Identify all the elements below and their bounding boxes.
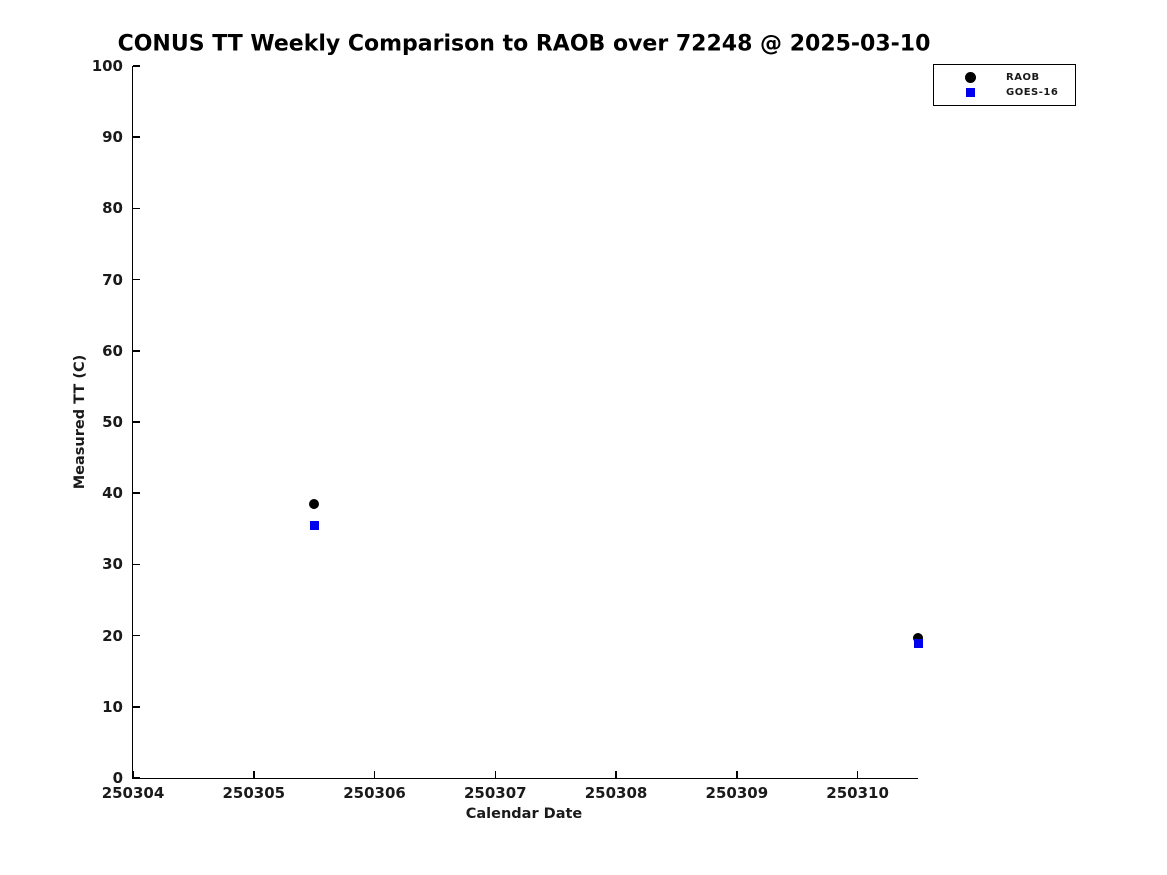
- y-tick: [133, 421, 140, 423]
- y-tick: [133, 207, 140, 210]
- legend-label: GOES-16: [1006, 87, 1059, 98]
- y-tick-label: 20: [102, 626, 123, 645]
- y-tick: [133, 634, 140, 637]
- x-tick-label: 250306: [343, 784, 406, 802]
- y-tick-label: 50: [102, 413, 123, 431]
- y-tick-label: 10: [102, 697, 123, 716]
- y-tick-label: 70: [102, 270, 123, 289]
- legend: RAOB GOES-16: [933, 64, 1076, 106]
- x-tick: [615, 771, 617, 778]
- x-tick: [252, 771, 255, 778]
- data-point-goes-16: [309, 520, 319, 530]
- circle-marker-icon: [964, 72, 976, 83]
- x-tick: [736, 771, 738, 778]
- square-marker-icon: [965, 88, 975, 97]
- x-tick: [373, 771, 376, 778]
- y-tick-label: 0: [112, 769, 123, 787]
- y-tick: [133, 136, 140, 138]
- y-tick-label: 60: [102, 341, 123, 360]
- y-tick: [133, 777, 140, 779]
- chart-title: CONUS TT Weekly Comparison to RAOB over …: [117, 31, 931, 57]
- y-tick: [133, 492, 140, 494]
- y-tick-label: 80: [102, 199, 123, 218]
- x-axis-label: Calendar Date: [465, 806, 583, 822]
- x-tick: [132, 771, 134, 778]
- y-tick: [133, 706, 140, 708]
- y-tick-label: 100: [91, 57, 123, 75]
- y-tick: [133, 350, 140, 352]
- x-tick-label: 250307: [463, 784, 527, 802]
- y-tick-label: 90: [102, 128, 123, 147]
- data-point-goes-16: [913, 638, 923, 648]
- data-point-raob: [913, 632, 923, 643]
- legend-item: RAOB: [934, 70, 1075, 85]
- x-tick-label: 250308: [584, 784, 648, 802]
- y-tick: [133, 278, 140, 281]
- x-tick-label: 250305: [222, 784, 286, 802]
- y-tick: [133, 563, 140, 566]
- legend-label: RAOB: [1006, 72, 1040, 83]
- legend-item: GOES-16: [934, 85, 1075, 100]
- legend-marker-cell: [934, 72, 1006, 83]
- x-tick-label: 250309: [705, 784, 769, 802]
- y-tick-label: 40: [102, 484, 123, 503]
- data-point-raob: [309, 498, 320, 509]
- y-tick: [133, 65, 140, 67]
- x-tick: [856, 771, 859, 778]
- plot-area: 0 10 20 30 40 50 60 70 80 90 100 250304 250305 250306…: [92, 57, 923, 802]
- legend-marker-cell: [934, 88, 1006, 97]
- x-tick-label: 250304: [101, 784, 165, 802]
- x-tick-label: 250310: [826, 784, 889, 802]
- x-tick: [494, 771, 497, 778]
- y-tick-label: 30: [102, 555, 123, 574]
